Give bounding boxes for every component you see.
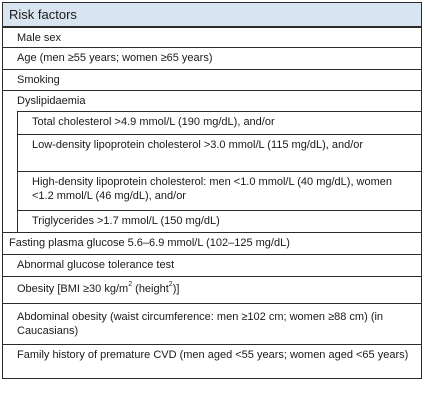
table-header: Risk factors — [3, 3, 421, 27]
row-text: Abdominal obesity (waist circumference: … — [17, 311, 384, 337]
row-text: Fasting plasma glucose 5.6–6.9 mmol/L (1… — [9, 237, 290, 249]
table-row: Male sex — [3, 27, 421, 47]
table-row: Age (men ≥55 years; women ≥65 years) — [3, 47, 421, 69]
table-row-indented: Low-density lipoprotein cholesterol >3.0… — [17, 134, 421, 171]
row-text: Total cholesterol >4.9 mmol/L (190 mg/dL… — [32, 116, 275, 128]
row-text: High-density lipoprotein cholesterol: me… — [32, 176, 393, 202]
row-text: Low-density lipoprotein cholesterol >3.0… — [32, 139, 364, 151]
table-row: Abdominal obesity (waist circumference: … — [3, 303, 421, 344]
row-text: Dyslipidaemia — [17, 95, 86, 107]
risk-factors-table: Risk factors Male sex Age (men ≥55 years… — [2, 2, 422, 379]
table-row: Dyslipidaemia — [3, 90, 421, 111]
row-text: Obesity [BMI ≥30 kg/m2 (height2)] — [17, 281, 180, 295]
table-row-indented: Triglycerides >1.7 mmol/L (150 mg/dL) — [17, 210, 421, 232]
row-text: Smoking — [17, 74, 60, 86]
table-row: Fasting plasma glucose 5.6–6.9 mmol/L (1… — [3, 232, 421, 254]
row-text: Abnormal glucose tolerance test — [17, 259, 175, 271]
table-row: Family history of premature CVD (men age… — [3, 344, 421, 378]
row-text: Male sex — [17, 32, 62, 44]
row-text: Family history of premature CVD (men age… — [17, 349, 409, 361]
table-row: Obesity [BMI ≥30 kg/m2 (height2)] — [3, 276, 421, 303]
table-row: Abnormal glucose tolerance test — [3, 254, 421, 276]
table-row-indented: High-density lipoprotein cholesterol: me… — [17, 171, 421, 210]
row-text: Triglycerides >1.7 mmol/L (150 mg/dL) — [32, 215, 220, 227]
table-row-indented: Total cholesterol >4.9 mmol/L (190 mg/dL… — [17, 111, 421, 134]
row-text: Age (men ≥55 years; women ≥65 years) — [17, 52, 213, 64]
table-row: Smoking — [3, 69, 421, 90]
